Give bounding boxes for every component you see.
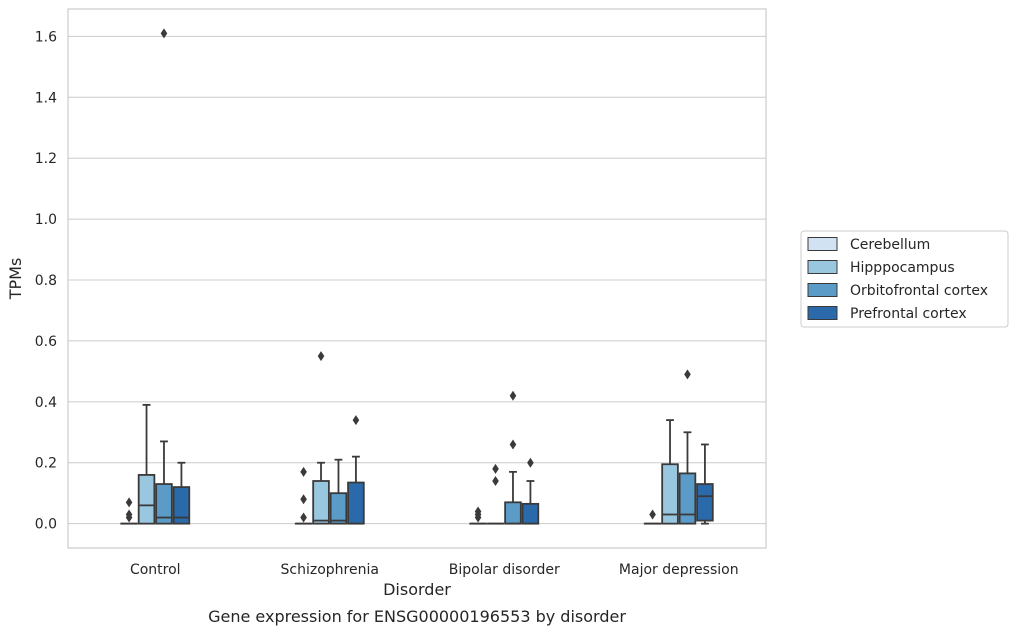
box-iqr xyxy=(155,483,173,525)
x-axis-label: Disorder xyxy=(383,580,451,599)
legend-swatch xyxy=(807,260,838,274)
y-tick-label: 0.4 xyxy=(35,395,57,411)
y-tick-label: 1.4 xyxy=(35,90,57,106)
legend: Cerebellum Hipppocampus Orbitofrontal cort… xyxy=(800,230,1009,328)
box-iqr xyxy=(678,472,697,525)
y-axis-label: TPMs xyxy=(6,258,25,301)
outlier-point xyxy=(649,509,656,520)
box-iqr xyxy=(312,480,330,525)
y-tick-label: 1.2 xyxy=(35,151,57,167)
box-iqr xyxy=(329,492,348,525)
legend-label: Cerebellum xyxy=(850,237,930,253)
outlier-point xyxy=(160,28,168,39)
outlier-point xyxy=(492,476,499,487)
y-tick-label: 0.8 xyxy=(35,273,57,289)
x-tick-label: Schizophrenia xyxy=(281,562,379,578)
outlier-point xyxy=(474,506,482,517)
outlier-point xyxy=(352,415,360,426)
plot-frame xyxy=(67,8,767,549)
legend-swatch xyxy=(807,306,838,320)
box-iqr xyxy=(172,486,191,525)
outlier-point xyxy=(125,509,133,520)
box-hipppocampus xyxy=(661,419,679,525)
box-iqr xyxy=(504,501,522,525)
x-tick-label: Control xyxy=(130,562,181,578)
box-iqr xyxy=(696,483,714,522)
box-orbitofrontal-cortex xyxy=(678,369,697,525)
legend-frame xyxy=(800,230,1009,328)
box-cerebellum xyxy=(469,506,487,525)
outlier-point xyxy=(300,466,307,477)
box-hipppocampus xyxy=(312,351,330,525)
outlier-point xyxy=(684,369,691,380)
y-tick-label: 0.6 xyxy=(35,334,57,350)
box-hipppocampus xyxy=(486,463,505,525)
box-prefrontal-cortex xyxy=(521,457,540,525)
y-tick-labels: 0.0 0.2 0.4 0.6 0.8 1.0 1.2 1.4 1.6 xyxy=(35,29,57,532)
x-tick-label: Major depression xyxy=(619,562,739,578)
outlier-point xyxy=(509,390,517,401)
box-cerebellum xyxy=(643,509,662,525)
box-hipppocampus xyxy=(137,403,156,525)
box-cerebellum xyxy=(294,466,313,525)
y-tick-label: 1.0 xyxy=(35,212,57,228)
legend-swatch xyxy=(807,237,838,251)
chart-caption: Gene expression for ENSG00000196553 by d… xyxy=(208,607,626,626)
box-orbitofrontal-cortex xyxy=(504,390,522,525)
box-iqr xyxy=(347,481,365,525)
outlier-point xyxy=(492,463,499,474)
legend-label: Orbitofrontal cortex xyxy=(850,283,988,299)
outlier-point xyxy=(300,512,307,523)
outlier-point xyxy=(300,494,307,505)
y-tick-label: 0.2 xyxy=(35,456,57,472)
boxes xyxy=(120,28,714,525)
box-prefrontal-cortex xyxy=(172,461,191,525)
box-iqr xyxy=(137,474,156,525)
x-tick-label: Bipolar disorder xyxy=(449,562,560,578)
legend-swatch xyxy=(807,283,838,297)
x-tick-labels: Control Schizophrenia Bipolar disorder Majo… xyxy=(130,562,739,578)
box-prefrontal-cortex xyxy=(696,443,714,525)
outlier-point xyxy=(509,439,517,450)
box-iqr xyxy=(661,463,679,525)
box-cerebellum xyxy=(120,497,138,525)
box-orbitofrontal-cortex xyxy=(329,458,348,525)
outlier-point xyxy=(125,497,133,508)
legend-label: Hipppocampus xyxy=(850,260,955,276)
box-prefrontal-cortex xyxy=(347,415,365,525)
y-tick-label: 0.0 xyxy=(35,517,57,533)
outlier-point xyxy=(527,457,534,468)
legend-label: Prefrontal cortex xyxy=(850,306,967,322)
box-orbitofrontal-cortex xyxy=(155,28,173,525)
outlier-point xyxy=(317,351,325,362)
box-iqr xyxy=(521,502,540,525)
y-tick-label: 1.6 xyxy=(35,29,57,45)
grid-lines xyxy=(68,35,766,525)
